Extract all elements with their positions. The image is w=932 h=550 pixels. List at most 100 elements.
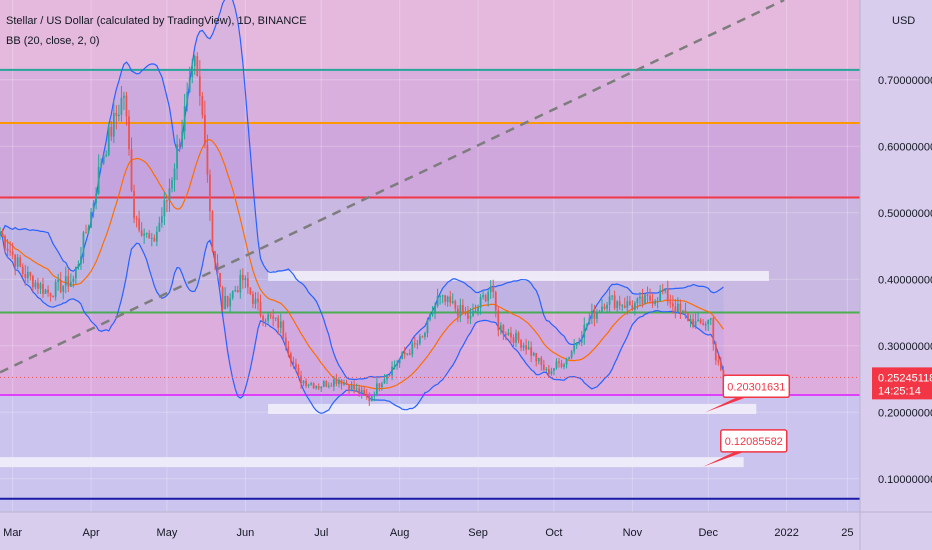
candle-body xyxy=(370,396,373,401)
candle-body xyxy=(537,357,540,362)
x-tick-label: Dec xyxy=(698,527,718,539)
candle-body xyxy=(474,310,477,312)
candle-body xyxy=(489,286,492,293)
x-tick-label: Jul xyxy=(314,527,328,539)
candle-body xyxy=(224,295,227,310)
candle-body xyxy=(186,91,189,107)
candle-body xyxy=(130,149,133,191)
candle-body xyxy=(102,155,105,164)
x-tick-label: May xyxy=(157,527,178,539)
candle-body xyxy=(31,276,34,288)
candle-body xyxy=(239,274,242,293)
candle-body xyxy=(183,106,186,132)
candle-body xyxy=(284,337,287,347)
price-axis[interactable]: 0.70000000 0.60000000 0.50000000 0.40000000… xyxy=(859,0,932,550)
candle-body xyxy=(454,301,457,309)
candle-body xyxy=(510,332,512,338)
price-label-box[interactable] xyxy=(722,374,791,399)
bb-upper xyxy=(0,0,724,381)
candle-body xyxy=(416,343,419,345)
candle-body xyxy=(178,144,181,147)
candle-body xyxy=(464,312,467,314)
candle-body xyxy=(310,383,313,385)
candle-body xyxy=(467,313,469,319)
candle-body xyxy=(413,343,416,345)
candle-body xyxy=(431,313,434,315)
candle-body xyxy=(626,301,629,308)
current-price-text: 0.25245118 xyxy=(878,372,932,384)
indicator-legend: BB (20, close, 2, 0) xyxy=(6,35,100,47)
time-axis[interactable]: Mar Apr May Jun Jul Aug Sep Oct Nov Dec 2022 25 xyxy=(0,511,932,539)
zone-fill xyxy=(0,197,860,313)
candle-body xyxy=(641,296,644,304)
candle-body xyxy=(611,295,614,297)
candle-body xyxy=(80,256,82,265)
candle-body xyxy=(525,345,528,350)
candle-body xyxy=(97,166,100,194)
candle-body xyxy=(664,288,667,292)
candle-body xyxy=(241,274,244,280)
candle-body xyxy=(676,303,679,312)
candle-body xyxy=(173,168,176,181)
candle-body xyxy=(332,379,335,387)
candle-body xyxy=(373,394,376,397)
candle-body xyxy=(707,319,710,325)
candle-body xyxy=(568,357,571,360)
price-label-text: 0.12085582 xyxy=(725,436,783,448)
candle-body xyxy=(418,336,421,344)
candle-body xyxy=(439,296,442,298)
candle-body xyxy=(123,95,125,98)
trend-layer[interactable] xyxy=(0,0,860,378)
candle-body xyxy=(639,296,641,299)
x-tick-label: Sep xyxy=(468,527,488,539)
trend-line[interactable] xyxy=(0,0,785,374)
candle-body xyxy=(613,295,616,309)
candle-body xyxy=(163,200,166,217)
bb-fill xyxy=(0,0,724,414)
candle-body xyxy=(656,300,659,302)
candle-body xyxy=(689,318,692,322)
symbol-title: Stellar / US Dollar (calculated by Tradi… xyxy=(6,15,307,27)
candle-body xyxy=(363,390,366,394)
candle-body xyxy=(234,290,237,292)
candle-body xyxy=(636,298,639,304)
candle-body xyxy=(497,310,500,331)
candle-body xyxy=(383,379,386,384)
countdown-text: 14:25:14 xyxy=(878,385,921,397)
candle-body xyxy=(107,126,110,155)
candle-body xyxy=(29,272,32,277)
candle-body xyxy=(598,311,601,313)
zone-fill xyxy=(0,394,860,512)
candle-body xyxy=(211,211,214,252)
candle-body xyxy=(219,272,221,288)
candle-body xyxy=(340,379,343,385)
candle-body xyxy=(4,236,6,249)
candle-body xyxy=(408,353,411,355)
candle-body xyxy=(659,290,662,301)
candle-body xyxy=(21,266,24,275)
candle-body xyxy=(512,337,515,343)
candle-body xyxy=(515,332,517,343)
candle-body xyxy=(694,321,697,327)
price-label-box[interactable] xyxy=(720,429,788,453)
labels-layer[interactable]: 0.20301631 0.12085582 xyxy=(702,374,791,467)
y-tick-label: 0.30000000 xyxy=(878,341,932,353)
candle-body xyxy=(246,278,249,288)
candle-body xyxy=(287,346,290,354)
candle-body xyxy=(429,313,431,320)
candle-body xyxy=(269,314,272,317)
candle-body xyxy=(24,274,27,279)
candle-body xyxy=(401,352,404,359)
candle-body xyxy=(499,325,502,331)
candle-body xyxy=(651,300,654,305)
zone-fill xyxy=(0,0,860,70)
y-tick-label: 0.10000000 xyxy=(878,474,932,486)
candle-body xyxy=(704,324,707,326)
candle-body xyxy=(687,313,689,322)
candle-body xyxy=(52,296,55,298)
candle-body xyxy=(593,310,596,319)
candle-body xyxy=(441,295,444,297)
candle-body xyxy=(654,300,657,305)
current-price-badge[interactable] xyxy=(872,367,932,400)
